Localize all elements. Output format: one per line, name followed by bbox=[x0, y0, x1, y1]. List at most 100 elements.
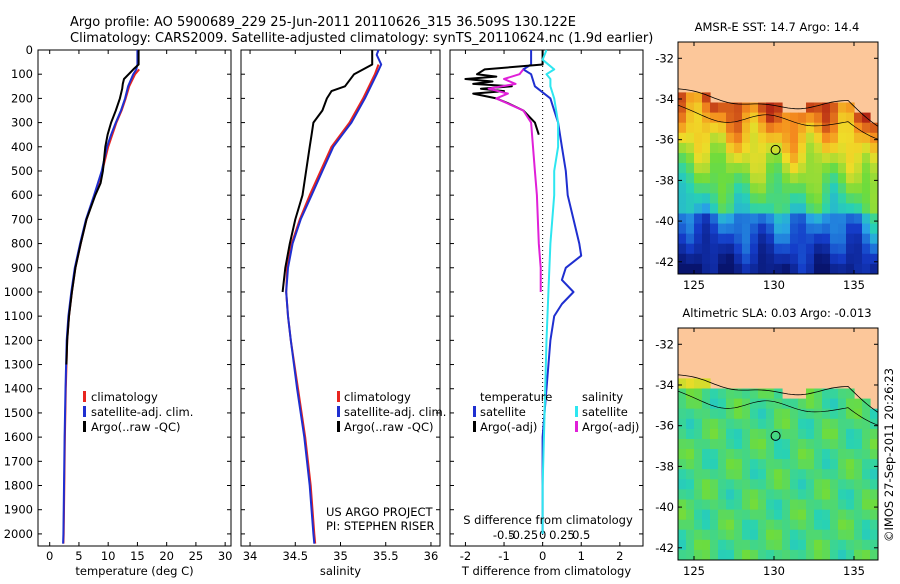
map-cell bbox=[814, 408, 823, 420]
imos-credit: ©IMOS 27-Sep-2011 20:26:23 bbox=[882, 368, 896, 542]
map-cell bbox=[678, 142, 687, 154]
map-cell bbox=[766, 243, 775, 255]
map-cell bbox=[846, 122, 855, 134]
map-cell bbox=[830, 529, 839, 541]
map-cell bbox=[718, 233, 727, 245]
map-cell bbox=[782, 153, 791, 164]
legend-line-climatology bbox=[337, 391, 340, 402]
x-axis-label: T difference from climatology bbox=[461, 564, 632, 578]
map-cell bbox=[822, 142, 831, 154]
map-cell bbox=[718, 183, 727, 194]
map-cell bbox=[774, 213, 783, 225]
map-cell bbox=[678, 153, 687, 164]
map-cell bbox=[710, 479, 719, 490]
map-cell bbox=[766, 233, 775, 245]
map-y-tick-label: -36 bbox=[655, 419, 674, 433]
map-cell bbox=[742, 408, 751, 420]
map-cell bbox=[766, 499, 775, 511]
map-y-tick-label: -34 bbox=[655, 378, 674, 392]
map-cell bbox=[854, 253, 863, 265]
map-cell bbox=[838, 519, 847, 531]
map-cell bbox=[710, 499, 719, 511]
map-cell bbox=[806, 439, 815, 450]
map-cell bbox=[758, 519, 767, 531]
map-cell bbox=[798, 459, 807, 470]
map-cell bbox=[814, 102, 823, 114]
map-cell bbox=[718, 243, 727, 255]
map-cell bbox=[854, 263, 863, 274]
map-cell bbox=[822, 183, 831, 194]
map-cell bbox=[686, 499, 695, 511]
map-cell bbox=[750, 153, 759, 164]
map-cell bbox=[686, 213, 695, 225]
map-cell bbox=[838, 263, 847, 274]
map-cell bbox=[734, 173, 743, 184]
map-cell bbox=[862, 163, 871, 174]
map-cell bbox=[726, 529, 735, 541]
map-cell bbox=[694, 539, 703, 551]
map-cell bbox=[718, 418, 727, 430]
map-cell bbox=[686, 243, 695, 255]
map-cell bbox=[766, 439, 775, 450]
map-cell bbox=[838, 203, 847, 215]
map-cell bbox=[718, 408, 727, 420]
map-cell bbox=[758, 398, 767, 410]
map-cell bbox=[774, 112, 783, 124]
map-cell bbox=[678, 163, 687, 174]
map-cell bbox=[870, 479, 878, 490]
map-cell bbox=[678, 519, 687, 531]
map-cell bbox=[790, 122, 799, 134]
map-cell bbox=[830, 439, 839, 450]
map-cell bbox=[838, 469, 847, 480]
map-cell bbox=[862, 173, 871, 184]
legend-label-t-argo: Argo(-adj) bbox=[480, 420, 537, 434]
map-cell bbox=[806, 153, 815, 164]
map-cell bbox=[838, 529, 847, 541]
map-cell bbox=[678, 173, 687, 184]
map-cell bbox=[790, 428, 799, 440]
map-cell bbox=[862, 519, 871, 531]
map-cell bbox=[734, 388, 743, 400]
map-cell bbox=[846, 203, 855, 215]
map-cell bbox=[742, 112, 751, 124]
map-cell bbox=[870, 459, 878, 470]
map-cell bbox=[742, 539, 751, 551]
map-cell bbox=[718, 449, 727, 460]
legend-line-t-satellite bbox=[473, 406, 476, 417]
map-cell bbox=[798, 509, 807, 521]
map-cell bbox=[830, 163, 839, 174]
map-cell bbox=[678, 223, 687, 235]
map-cell bbox=[702, 183, 711, 194]
map-cell bbox=[742, 439, 751, 450]
map-cell bbox=[702, 529, 711, 541]
map-cell bbox=[686, 378, 695, 390]
map-cell bbox=[734, 203, 743, 215]
map-cell bbox=[814, 549, 823, 560]
map-cell bbox=[798, 499, 807, 511]
map-cell bbox=[678, 378, 687, 390]
map-cell bbox=[758, 203, 767, 215]
map-cell bbox=[862, 428, 871, 440]
map-cell bbox=[806, 112, 815, 124]
map-cell bbox=[854, 122, 863, 134]
map-cell bbox=[702, 388, 711, 400]
map-cell bbox=[694, 183, 703, 194]
legend-line-s-satellite bbox=[575, 406, 578, 417]
map-cell bbox=[822, 163, 831, 174]
sla-map-title: Altimetric SLA: 0.03 Argo: -0.013 bbox=[682, 306, 871, 320]
map-cell bbox=[710, 469, 719, 480]
map-cell bbox=[854, 428, 863, 440]
map-cell bbox=[750, 122, 759, 134]
map-cell bbox=[766, 449, 775, 460]
map-cell bbox=[718, 509, 727, 521]
map-cell bbox=[678, 529, 687, 541]
map-cell bbox=[846, 489, 855, 501]
map-cell bbox=[782, 418, 791, 430]
map-cell bbox=[814, 183, 823, 194]
map-cell bbox=[846, 469, 855, 480]
map-cell bbox=[790, 223, 799, 235]
map-cell bbox=[790, 479, 799, 490]
map-cell bbox=[726, 469, 735, 480]
map-cell bbox=[702, 459, 711, 470]
s-tick-label: 0.5 bbox=[572, 528, 590, 542]
